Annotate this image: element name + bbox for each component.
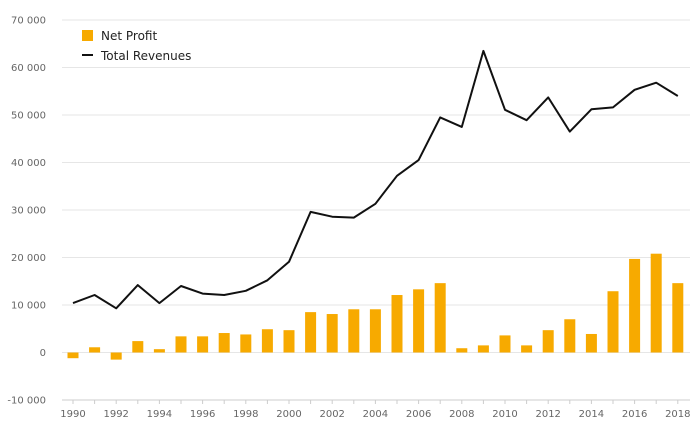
y-tick-label: 30 000 [11, 206, 46, 217]
net-profit-bar [672, 283, 684, 353]
x-tick-label: 2018 [665, 409, 690, 420]
x-tick-label: 2000 [276, 409, 301, 420]
y-tick-label: 70 000 [11, 16, 46, 27]
x-tick-label: 1994 [147, 409, 172, 420]
gridlines [62, 19, 690, 401]
x-tick-label: 2012 [535, 409, 560, 420]
net-profit-bar [197, 336, 209, 353]
net-profit-bar [650, 253, 662, 353]
y-tick-label: 10 000 [11, 301, 46, 312]
x-tick-label: 2006 [406, 409, 431, 420]
y-tick-label: 20 000 [11, 253, 46, 264]
x-tick-label: 1992 [103, 409, 128, 420]
net-profit-bar [132, 341, 144, 353]
legend-swatch-net-profit [82, 30, 93, 41]
net-profit-bar [240, 334, 252, 353]
legend: Net Profit Total Revenues [82, 29, 191, 63]
x-tick-label: 2008 [449, 409, 474, 420]
net-profit-bars [67, 253, 684, 360]
x-tick-label: 1996 [190, 409, 215, 420]
net-profit-bar [369, 309, 381, 353]
net-profit-bar [434, 283, 446, 353]
x-tick-label: 1998 [233, 409, 258, 420]
net-profit-bar [413, 289, 425, 353]
x-tick-label: 2002 [319, 409, 344, 420]
net-profit-bar [283, 330, 295, 353]
net-profit-bar [564, 319, 576, 353]
x-axis: 1990 1992 1994 1996 1998 2000 2002 2004 2006 2008… [60, 399, 691, 420]
y-tick-label: 40 000 [11, 158, 46, 169]
net-profit-bar [629, 258, 641, 353]
y-tick-label: 60 000 [11, 63, 46, 74]
y-tick-label: 50 000 [11, 111, 46, 122]
net-profit-bar [326, 314, 338, 353]
legend-label-net-profit: Net Profit [101, 29, 157, 43]
net-profit-bar [521, 345, 533, 353]
y-tick-label: 0 [40, 348, 46, 359]
net-profit-bar [348, 309, 360, 353]
net-profit-bar [67, 352, 79, 359]
net-profit-bar [153, 349, 165, 353]
net-profit-bar [542, 330, 554, 353]
net-profit-bar [585, 333, 597, 353]
legend-label-total-revenues: Total Revenues [100, 49, 191, 63]
x-tick-label: 1990 [60, 409, 85, 420]
net-profit-bar [110, 352, 122, 360]
total-revenues-line-group [72, 49, 679, 310]
y-axis-tick-labels: -10 000 0 10 000 20 000 30 000 40 000 50 000 60… [7, 16, 46, 407]
x-tick-label: 2016 [622, 409, 647, 420]
net-profit-bar [261, 329, 273, 353]
net-profit-bar [89, 347, 101, 353]
x-tick-label: 2014 [579, 409, 604, 420]
net-profit-bar [607, 291, 619, 353]
net-profit-bar [499, 335, 511, 353]
net-profit-bar [456, 348, 468, 353]
x-tick-label: 2004 [363, 409, 388, 420]
net-profit-bar [218, 333, 230, 353]
total-revenues-line [72, 49, 679, 310]
net-profit-bar [391, 295, 403, 353]
x-tick-label: 2010 [492, 409, 517, 420]
y-tick-label: -10 000 [7, 396, 46, 407]
net-profit-bar [175, 336, 187, 353]
net-profit-bar [305, 312, 317, 353]
net-profit-bar [477, 345, 489, 353]
